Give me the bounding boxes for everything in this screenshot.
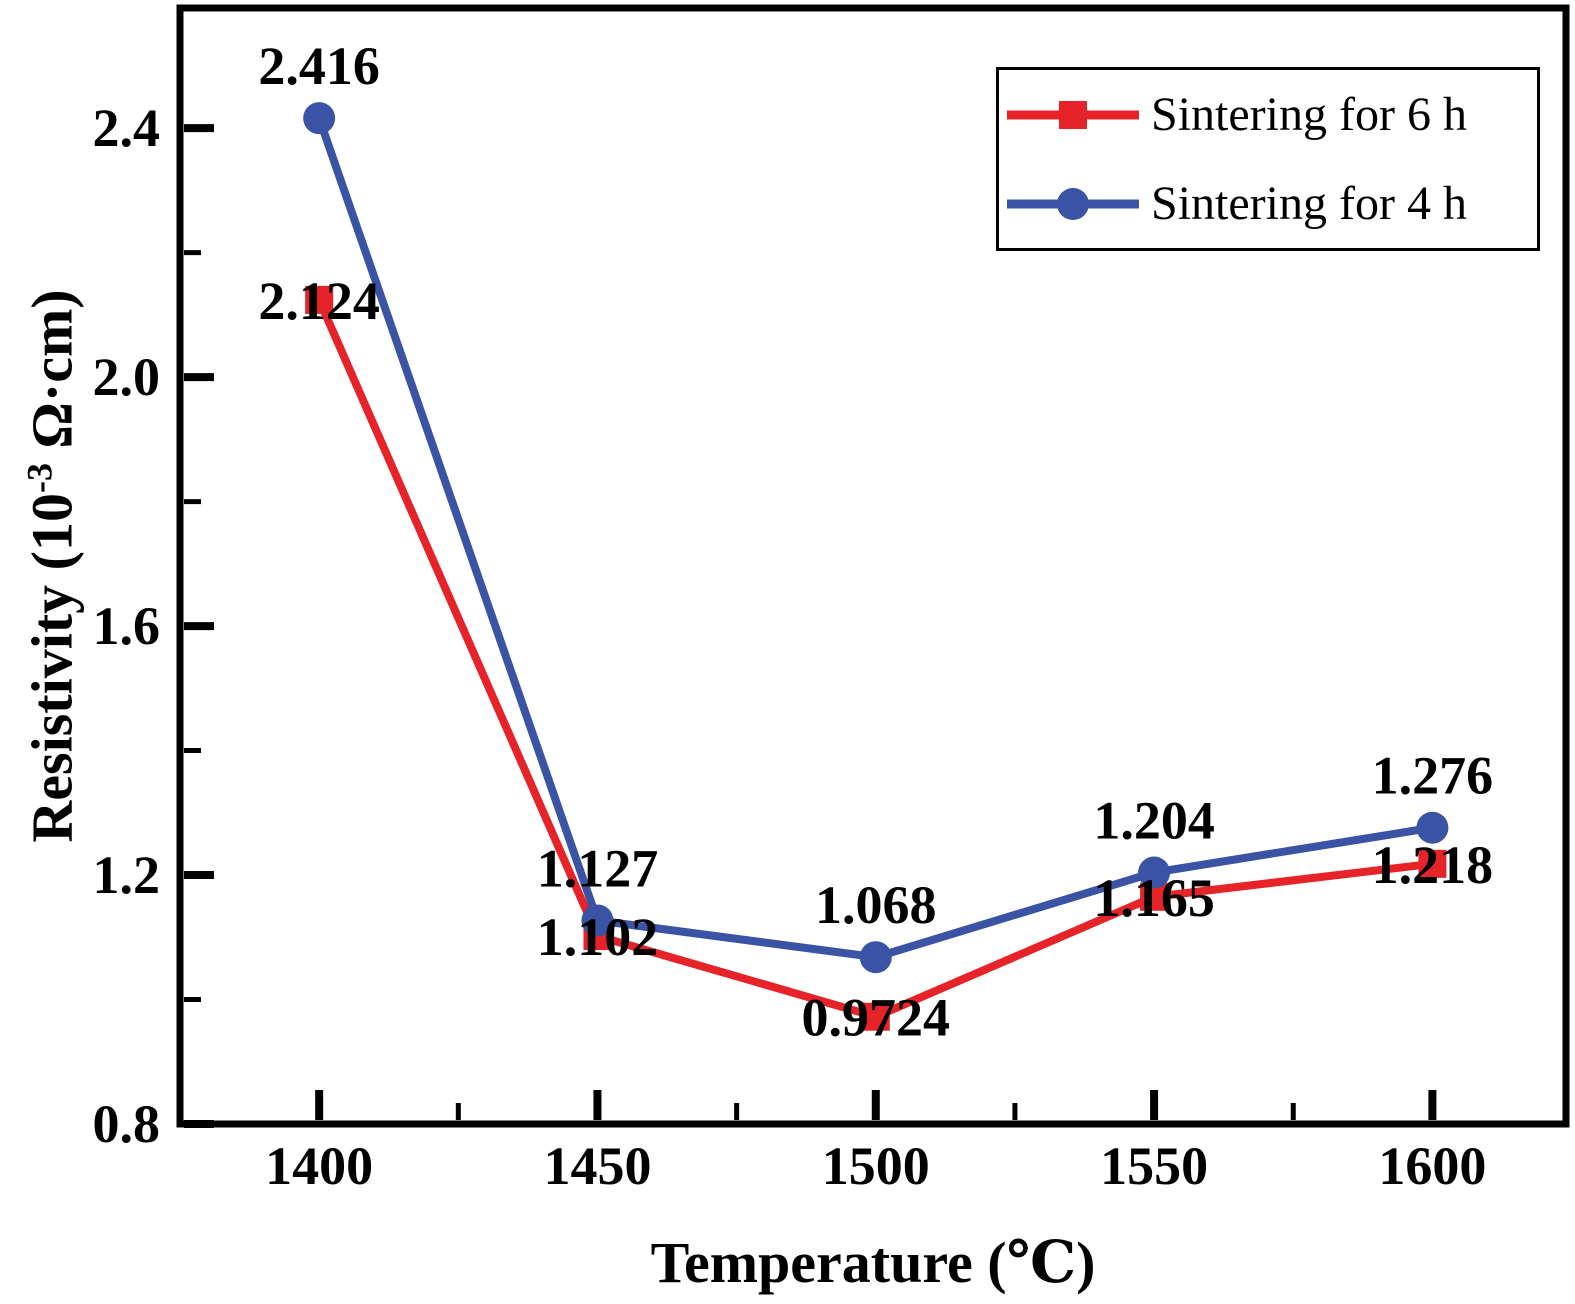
axis-ticks bbox=[184, 124, 1437, 1128]
x-axis-title: Temperature (℃) bbox=[650, 1230, 1096, 1295]
data-point-marker bbox=[1418, 849, 1447, 878]
y-tick-label: 2.0 bbox=[93, 347, 161, 407]
y-tick-label: 2.4 bbox=[93, 98, 161, 158]
x-tick-label: 1500 bbox=[822, 1136, 930, 1196]
legend-label-6h: Sintering for 6 h bbox=[1151, 88, 1467, 141]
y-axis-title-suffix: Ω·cm) bbox=[19, 289, 85, 464]
data-point-label: 1.204 bbox=[1093, 791, 1215, 851]
data-point-marker bbox=[861, 1002, 890, 1031]
series-markers-1 bbox=[303, 102, 1449, 974]
data-point-label: 0.9724 bbox=[802, 988, 951, 1048]
y-axis-title-exponent: -3 bbox=[19, 463, 60, 494]
plot-frame bbox=[176, 4, 1570, 1128]
data-point-marker bbox=[859, 941, 892, 974]
data-point-label: 1.102 bbox=[537, 907, 659, 967]
data-point-label: 1.276 bbox=[1372, 746, 1494, 806]
data-point-label: 1.127 bbox=[537, 838, 659, 898]
y-tick-label: 0.8 bbox=[93, 1094, 161, 1154]
x-tick-labels: 1400 1450 1500 1550 1600 bbox=[265, 1136, 1486, 1196]
data-point-marker bbox=[303, 102, 336, 135]
legend-marker-square-icon bbox=[1007, 100, 1139, 129]
legend: Sintering for 6 h Sintering for 4 h bbox=[996, 67, 1540, 251]
x-tick-label: 1550 bbox=[1100, 1136, 1208, 1196]
data-point-label: 2.124 bbox=[258, 271, 380, 331]
data-point-label: 2.416 bbox=[258, 36, 380, 96]
data-point-label: 1.068 bbox=[815, 875, 937, 935]
x-tick-label: 1400 bbox=[265, 1136, 373, 1196]
legend-entry-4h: Sintering for 4 h bbox=[999, 159, 1537, 248]
data-point-marker bbox=[1138, 856, 1171, 889]
x-tick-label: 1600 bbox=[1378, 1136, 1486, 1196]
series-point-labels-1: 2.416 1.127 1.068 1.204 1.276 bbox=[258, 36, 1493, 935]
data-point-label: 1.165 bbox=[1093, 868, 1215, 928]
legend-entry-6h: Sintering for 6 h bbox=[999, 70, 1537, 159]
data-point-marker bbox=[581, 904, 614, 937]
y-axis-title: Resistivity (10-3 Ω·cm) bbox=[18, 289, 85, 842]
legend-marker-circle-icon bbox=[1007, 187, 1139, 220]
y-tick-labels: 0.8 1.2 1.6 2.0 2.4 bbox=[93, 98, 161, 1154]
y-axis-title-prefix: Resistivity (10 bbox=[19, 493, 85, 843]
x-tick-label: 1450 bbox=[543, 1136, 651, 1196]
y-tick-label: 1.2 bbox=[93, 845, 161, 905]
data-point-marker bbox=[305, 285, 334, 314]
data-point-label: 1.218 bbox=[1372, 835, 1494, 895]
y-tick-label: 1.6 bbox=[93, 596, 161, 656]
data-point-marker bbox=[1416, 811, 1449, 844]
series-point-labels-0: 2.124 1.102 0.9724 1.165 1.218 bbox=[258, 271, 1493, 1048]
legend-label-4h: Sintering for 4 h bbox=[1151, 177, 1467, 230]
